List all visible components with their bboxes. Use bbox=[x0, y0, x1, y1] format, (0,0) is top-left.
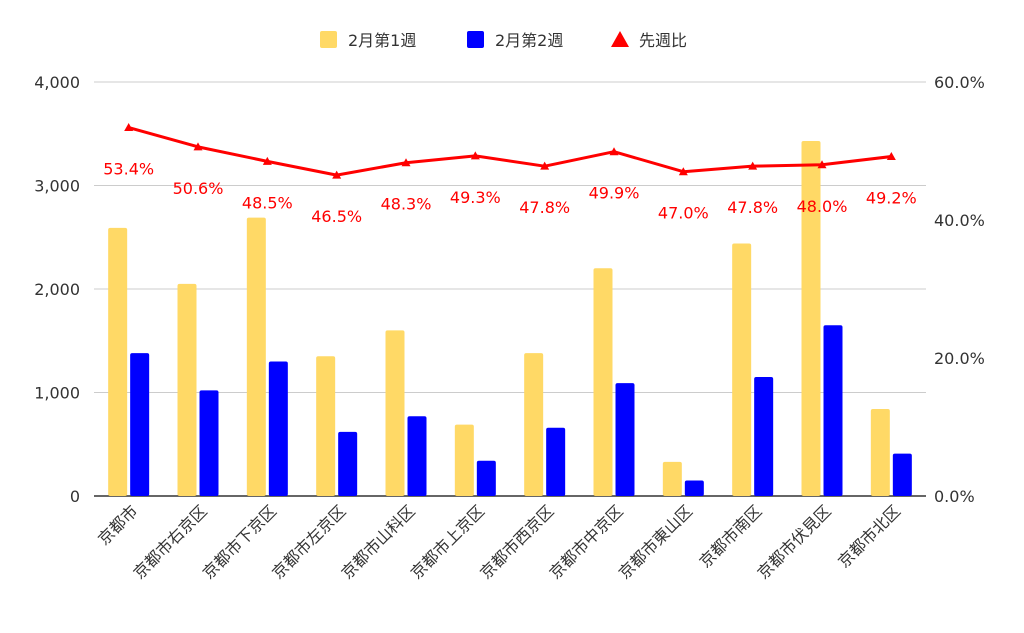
ratio-marker bbox=[193, 142, 203, 151]
ratio-data-label: 49.2% bbox=[866, 189, 917, 208]
x-axis-ticks: 京都市京都市右京区京都市下京区京都市左京区京都市山科区京都市上京区京都市西京区京… bbox=[94, 501, 904, 582]
bar-week2 bbox=[892, 453, 912, 496]
ratio-marker bbox=[678, 167, 688, 176]
bar-week1 bbox=[454, 424, 474, 496]
ratio-marker bbox=[401, 158, 411, 167]
x-tick-label: 京都市左京区 bbox=[268, 501, 349, 582]
ratio-line: 53.4% 50.6% 48.5% 46.5% 48.3% 49.3% 47.8% 49.9%… bbox=[103, 123, 917, 226]
bar-week1 bbox=[108, 227, 128, 496]
left-tick-label: 4,000 bbox=[34, 73, 80, 92]
left-axis-ticks: 0 1,000 2,000 3,000 4,000 bbox=[34, 73, 80, 506]
bar-week1 bbox=[732, 243, 752, 496]
bar-week1 bbox=[801, 140, 821, 496]
legend-label: 2月第1週 bbox=[348, 31, 416, 50]
ratio-marker bbox=[609, 147, 619, 156]
ratio-marker bbox=[470, 151, 480, 160]
left-tick-label: 0 bbox=[70, 487, 80, 506]
right-tick-label: 0.0% bbox=[934, 487, 975, 506]
bar-week2 bbox=[823, 325, 843, 496]
bar-week2 bbox=[130, 353, 150, 496]
ratio-marker bbox=[124, 123, 134, 132]
ratio-data-label: 48.0% bbox=[797, 197, 848, 216]
bar-week2 bbox=[684, 480, 704, 496]
legend-label: 2月第2週 bbox=[495, 31, 563, 50]
bar-week1 bbox=[593, 268, 613, 496]
right-tick-label: 60.0% bbox=[934, 73, 985, 92]
bar-week2 bbox=[615, 383, 635, 496]
bar-week2 bbox=[754, 376, 774, 496]
bar-week2 bbox=[199, 390, 219, 496]
x-tick-label: 京都市東山区 bbox=[615, 501, 696, 582]
ratio-marker bbox=[886, 152, 896, 161]
bars bbox=[108, 140, 912, 496]
x-tick-label: 京都市上京区 bbox=[407, 501, 488, 582]
legend-swatch bbox=[467, 31, 484, 48]
bar-week2 bbox=[476, 460, 496, 496]
legend-swatch-triangle bbox=[611, 31, 629, 47]
bar-week1 bbox=[662, 461, 682, 496]
ratio-marker bbox=[748, 161, 758, 170]
bar-week1 bbox=[385, 330, 405, 496]
ratio-data-label: 47.0% bbox=[658, 204, 709, 223]
bar-week1 bbox=[246, 217, 266, 496]
right-tick-label: 20.0% bbox=[934, 349, 985, 368]
left-tick-label: 3,000 bbox=[34, 177, 80, 196]
bar-week2 bbox=[338, 431, 358, 496]
ratio-data-label: 48.5% bbox=[242, 193, 293, 212]
ratio-marker bbox=[817, 160, 827, 169]
ratio-data-label: 49.3% bbox=[450, 188, 501, 207]
ratio-data-label: 50.6% bbox=[173, 179, 224, 198]
x-tick-label: 京都市中京区 bbox=[546, 501, 627, 582]
legend-swatch bbox=[320, 31, 337, 48]
bar-week2 bbox=[268, 361, 288, 496]
right-tick-label: 40.0% bbox=[934, 211, 985, 230]
x-tick-label: 京都市下京区 bbox=[199, 501, 280, 582]
legend-label: 先週比 bbox=[639, 31, 687, 50]
x-tick-label: 京都市 bbox=[94, 501, 141, 548]
ratio-marker bbox=[332, 170, 342, 179]
bar-week1 bbox=[316, 356, 336, 496]
bar-week2 bbox=[546, 427, 566, 496]
ratio-data-label: 47.8% bbox=[727, 198, 778, 217]
ratio-marker bbox=[540, 161, 550, 170]
x-tick-label: 京都市南区 bbox=[695, 501, 765, 571]
ratio-data-label: 48.3% bbox=[381, 195, 432, 214]
bar-week1 bbox=[870, 409, 890, 496]
ratio-data-label: 53.4% bbox=[103, 160, 154, 179]
ratio-data-label: 49.9% bbox=[589, 184, 640, 203]
bar-week1 bbox=[524, 353, 544, 496]
bar-week1 bbox=[177, 283, 197, 496]
right-axis-ticks: 0.0% 20.0% 40.0% 60.0% bbox=[934, 73, 985, 506]
ratio-data-label: 47.8% bbox=[519, 198, 570, 217]
bar-week2 bbox=[407, 416, 427, 496]
ratio-data-label: 46.5% bbox=[311, 207, 362, 226]
ratio-line-path bbox=[128, 126, 892, 177]
x-tick-label: 京都市山科区 bbox=[338, 501, 419, 582]
left-tick-label: 2,000 bbox=[34, 280, 80, 299]
x-tick-label: 京都市北区 bbox=[834, 501, 904, 571]
x-tick-label: 京都市伏見区 bbox=[754, 501, 835, 582]
x-tick-label: 京都市右京区 bbox=[130, 501, 211, 582]
gridlines bbox=[94, 81, 926, 497]
left-tick-label: 1,000 bbox=[34, 384, 80, 403]
x-tick-label: 京都市西京区 bbox=[476, 501, 557, 582]
legend: 2月第1週 2月第2週 先週比 bbox=[320, 31, 687, 50]
ratio-marker bbox=[262, 156, 272, 165]
